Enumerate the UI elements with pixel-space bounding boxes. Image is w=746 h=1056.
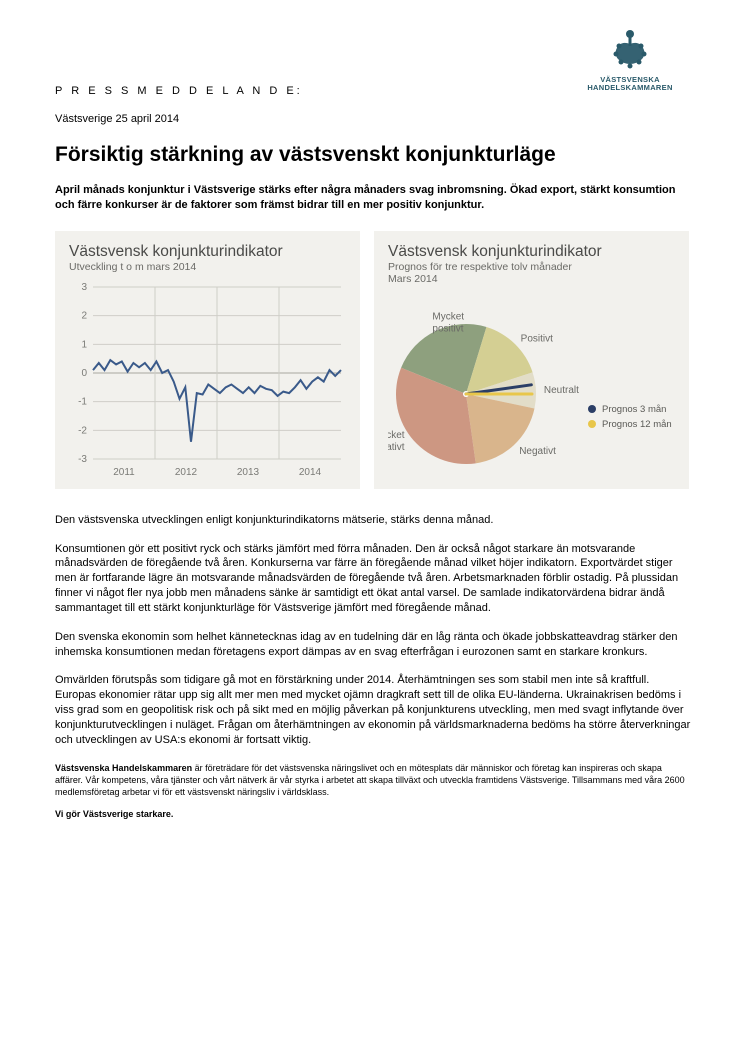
legend-12mo: Prognos 12 mån — [588, 419, 672, 430]
svg-text:2014: 2014 — [299, 467, 322, 478]
svg-text:Mycket: Mycket — [388, 430, 405, 441]
gauge-chart-card: Västsvensk konjunkturindikator Prognos f… — [374, 231, 689, 489]
svg-text:negativt: negativt — [388, 442, 405, 453]
gauge-chart-svg: MycketpositivtPositivtNeutraltNegativtMy… — [388, 294, 588, 474]
body-paragraph-2: Konsumtionen gör ett positivt ryck och s… — [55, 542, 691, 616]
svg-text:Positivt: Positivt — [521, 333, 553, 344]
legend-dot-3mo — [588, 405, 596, 413]
svg-text:-1: -1 — [78, 397, 87, 408]
svg-text:Negativt: Negativt — [519, 446, 556, 457]
legend-label-3mo: Prognos 3 mån — [602, 404, 666, 415]
charts-row: Västsvensk konjunkturindikator Utvecklin… — [55, 231, 691, 489]
footer-bold: Västsvenska Handelskammaren — [55, 763, 192, 773]
body-paragraph-4: Omvärlden förutspås som tidigare gå mot … — [55, 673, 691, 747]
legend-label-12mo: Prognos 12 mån — [602, 419, 672, 430]
logo-text-2: HANDELSKAMMAREN — [575, 84, 685, 92]
footer-tagline: Vi gör Västsverige starkare. — [55, 808, 691, 820]
gauge-legend: Prognos 3 mån Prognos 12 mån — [588, 294, 672, 474]
svg-text:-2: -2 — [78, 426, 87, 437]
gauge-chart-title: Västsvensk konjunkturindikator — [388, 243, 675, 261]
line-chart-card: Västsvensk konjunkturindikator Utvecklin… — [55, 231, 360, 489]
body-paragraph-3: Den svenska ekonomin som helhet kännetec… — [55, 630, 691, 660]
footer-about: Västsvenska Handelskammaren är företräda… — [55, 762, 691, 798]
svg-text:2: 2 — [81, 311, 87, 322]
line-chart-subtitle: Utveckling t o m mars 2014 — [69, 261, 346, 274]
legend-dot-12mo — [588, 420, 596, 428]
svg-text:Neutralt: Neutralt — [544, 385, 579, 396]
legend-3mo: Prognos 3 mån — [588, 404, 672, 415]
line-chart-svg: -3 -2 -1 0 1 2 3 2011 2012 2013 2014 — [69, 281, 347, 481]
svg-text:2012: 2012 — [175, 467, 198, 478]
svg-text:0: 0 — [81, 368, 87, 379]
headline: Försiktig stärkning av västsvenskt konju… — [55, 143, 691, 167]
svg-text:3: 3 — [81, 282, 87, 293]
lead-paragraph: April månads konjunktur i Västsverige st… — [55, 183, 691, 213]
svg-text:1: 1 — [81, 340, 87, 351]
gauge-chart-subtitle: Prognos för tre respektive tolv månaderM… — [388, 261, 675, 286]
logo-icon — [606, 28, 654, 72]
org-logo: VÄSTSVENSKA HANDELSKAMMAREN — [575, 28, 685, 93]
svg-text:Mycket: Mycket — [432, 311, 464, 322]
date-line: Västsverige 25 april 2014 — [55, 113, 691, 125]
svg-text:2011: 2011 — [113, 467, 135, 478]
svg-text:-3: -3 — [78, 454, 87, 465]
svg-text:2013: 2013 — [237, 467, 260, 478]
line-chart-title: Västsvensk konjunkturindikator — [69, 243, 346, 261]
body-paragraph-1: Den västsvenska utvecklingen enligt konj… — [55, 513, 691, 528]
svg-text:positivt: positivt — [432, 323, 463, 334]
